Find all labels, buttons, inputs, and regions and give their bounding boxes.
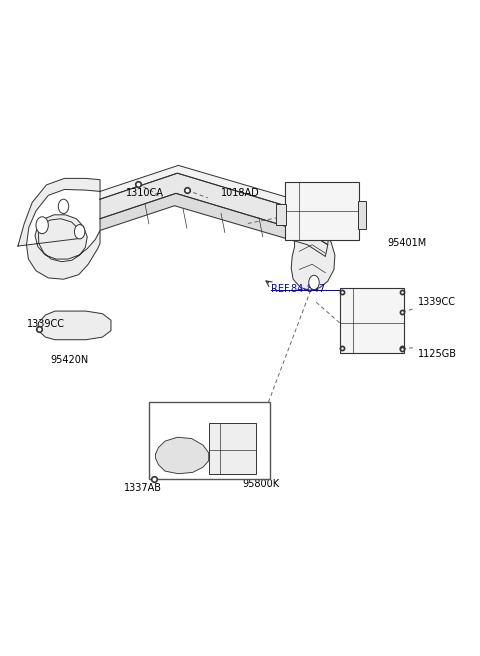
Text: 95401M: 95401M <box>387 238 426 248</box>
Polygon shape <box>38 311 111 340</box>
Circle shape <box>309 276 319 289</box>
Text: 1125GB: 1125GB <box>418 349 457 359</box>
Polygon shape <box>100 173 329 245</box>
Text: 95420N: 95420N <box>50 356 88 365</box>
Polygon shape <box>291 227 335 290</box>
Bar <box>276 205 286 225</box>
Text: 95800K: 95800K <box>242 479 279 489</box>
Bar <box>149 402 270 479</box>
Text: REF.84-847: REF.84-847 <box>271 284 325 294</box>
Text: 1018AD: 1018AD <box>221 188 260 198</box>
Polygon shape <box>100 165 333 226</box>
Text: 1337AB: 1337AB <box>124 483 162 493</box>
Bar <box>209 423 256 474</box>
Circle shape <box>36 216 48 234</box>
Polygon shape <box>156 438 209 474</box>
Circle shape <box>58 199 69 213</box>
Text: 1339CC: 1339CC <box>26 319 64 329</box>
Circle shape <box>74 224 85 239</box>
Text: 1339CC: 1339CC <box>418 297 456 307</box>
Bar <box>358 201 366 229</box>
Bar <box>340 288 404 353</box>
Text: 95800S: 95800S <box>190 404 227 414</box>
Text: 1310CA: 1310CA <box>126 188 164 198</box>
Polygon shape <box>100 194 328 256</box>
Polygon shape <box>18 178 100 279</box>
Text: 95480A: 95480A <box>351 310 389 320</box>
Bar <box>285 182 359 240</box>
